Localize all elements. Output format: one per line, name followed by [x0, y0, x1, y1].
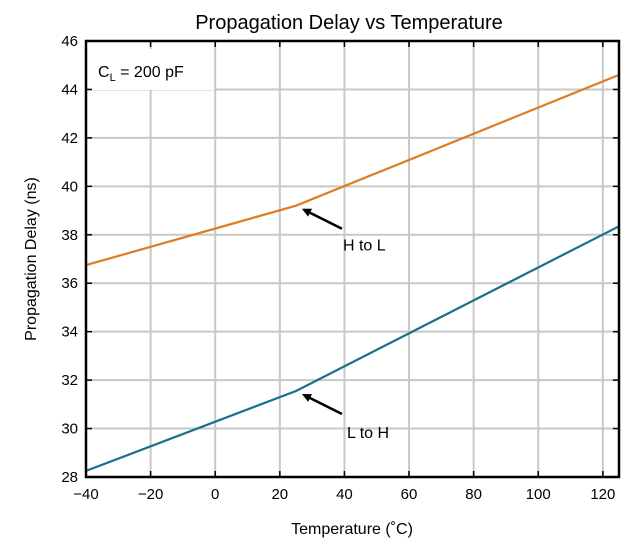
condition-label: CL = 200 pF	[98, 64, 184, 84]
condition-subscript: L	[110, 72, 116, 84]
series-line-l-to-h	[85, 225, 620, 472]
x-tick-label: 80	[465, 486, 482, 503]
x-axis-label: Temperature (˚C)	[291, 521, 413, 538]
x-tick-label: −40	[73, 486, 98, 503]
condition-value: = 200 pF	[116, 64, 184, 81]
annotation-arrowhead	[301, 208, 312, 217]
annotation-label: H to L	[343, 238, 386, 255]
y-tick-label: 42	[61, 130, 78, 147]
ticks: −40 −20 0 20 40 60 80 100 120 28 30 32 34 36 38 40 42 44 4…	[61, 33, 619, 503]
x-tick-label: 0	[211, 486, 219, 503]
annotation-arrow	[303, 393, 343, 416]
y-tick-label: 36	[61, 275, 78, 292]
y-tick-label: 46	[61, 33, 78, 50]
x-tick-label: 60	[401, 486, 418, 503]
y-axis-label: Propagation Delay (ns)	[23, 177, 40, 341]
annotation-arrow	[303, 208, 343, 230]
annotation-arrowhead	[301, 394, 312, 402]
y-tick-label: 32	[61, 372, 78, 389]
annotations: H to L L to H	[301, 208, 389, 442]
annotation-label: L to H	[347, 425, 389, 442]
y-tick-label: 34	[61, 324, 78, 341]
grid	[85, 40, 619, 478]
chart-title: Propagation Delay vs Temperature	[195, 12, 503, 34]
x-tick-label: −20	[138, 486, 163, 503]
y-tick-label: 40	[61, 178, 78, 195]
y-tick-label: 28	[61, 469, 78, 486]
y-tick-label: 30	[61, 421, 78, 438]
y-tick-label: 38	[61, 227, 78, 244]
x-tick-label: 40	[336, 486, 353, 503]
x-tick-label: 100	[526, 486, 551, 503]
series-layer	[85, 73, 620, 472]
y-tick-label: 44	[61, 81, 78, 98]
plot-frame	[84, 39, 621, 479]
condition-box: CL = 200 pF	[86, 49, 214, 90]
x-tick-label: 20	[271, 486, 288, 503]
condition-box-bg	[86, 49, 214, 90]
condition-symbol: C	[98, 64, 110, 81]
series-line-h-to-l	[85, 73, 620, 267]
x-tick-label: 120	[590, 486, 615, 503]
